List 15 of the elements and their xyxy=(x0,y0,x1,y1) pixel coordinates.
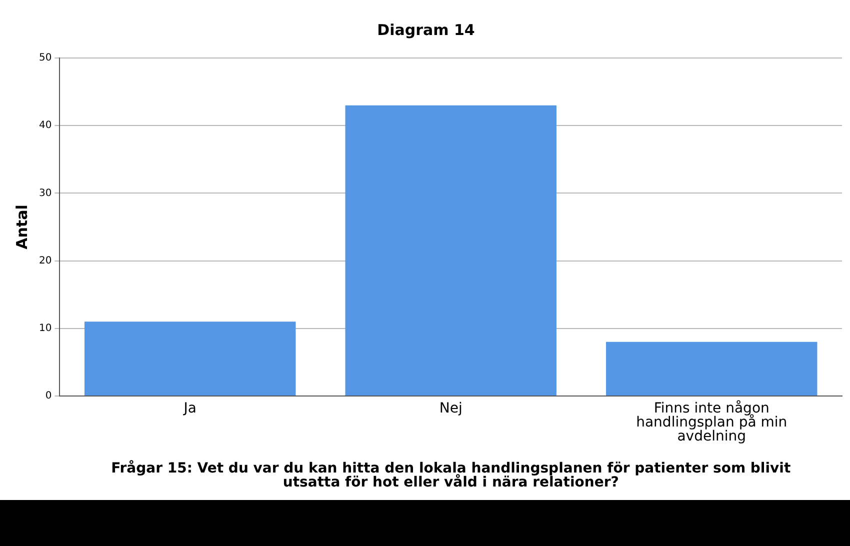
y-tick-label: 0 xyxy=(45,390,52,402)
y-tick-label: 30 xyxy=(38,188,52,199)
y-tick-label: 50 xyxy=(38,52,52,64)
x-tick-label: Ja xyxy=(182,400,196,417)
x-axis-title: Frågar 15: Vet du var du kan hitta den lokala handlingsplanen för patienter som blivit utsatta för hot eller våld i nära relationer? xyxy=(111,460,791,491)
y-axis-title: Antal xyxy=(12,204,31,250)
bar xyxy=(345,105,556,396)
x-tick-label: Nej xyxy=(439,400,462,417)
y-tick-label: 20 xyxy=(38,255,52,266)
y-tick-label: 40 xyxy=(38,120,52,132)
x-tick-label: Finns inte någon handlingsplan på min avdelning xyxy=(636,400,788,445)
y-tick-label: 10 xyxy=(38,322,52,334)
chart-title: Diagram 14 xyxy=(377,20,475,39)
bar xyxy=(84,322,296,396)
bar xyxy=(606,342,818,396)
